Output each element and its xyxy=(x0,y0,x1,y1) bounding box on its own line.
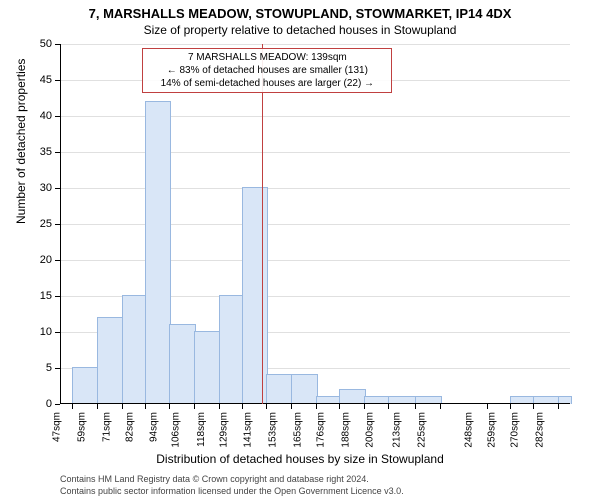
x-tick xyxy=(510,404,511,409)
x-tick-label: 165sqm xyxy=(293,412,304,448)
x-axis-label: Distribution of detached houses by size … xyxy=(0,452,600,466)
histogram-bar xyxy=(266,374,293,404)
y-tick-label: 10 xyxy=(40,326,52,338)
histogram-bar xyxy=(194,331,221,404)
x-axis-line xyxy=(60,403,570,404)
chart-container: 7, MARSHALLS MEADOW, STOWUPLAND, STOWMAR… xyxy=(0,0,600,500)
y-axis-label: Number of detached properties xyxy=(14,59,28,224)
y-axis-line xyxy=(60,44,61,404)
x-tick-label: 213sqm xyxy=(392,412,403,448)
x-tick xyxy=(440,404,441,409)
annotation-line1: 7 MARSHALLS MEADOW: 139sqm xyxy=(149,51,385,64)
histogram-bar xyxy=(291,374,318,404)
y-tick xyxy=(55,404,60,405)
y-tick-label: 15 xyxy=(40,290,52,302)
x-tick-label: 118sqm xyxy=(196,412,207,447)
grid-line xyxy=(60,260,570,261)
x-tick-label: 270sqm xyxy=(510,412,521,448)
marker-line xyxy=(262,44,263,404)
x-tick-label: 82sqm xyxy=(124,412,135,442)
x-tick xyxy=(339,404,340,409)
histogram-bar xyxy=(169,324,196,404)
y-tick-label: 50 xyxy=(40,38,52,50)
y-tick-label: 5 xyxy=(46,362,52,374)
footer-line2: Contains public sector information licen… xyxy=(60,486,404,496)
annotation-box: 7 MARSHALLS MEADOW: 139sqm ← 83% of deta… xyxy=(142,48,392,93)
y-tick-label: 35 xyxy=(40,146,52,158)
y-tick-label: 45 xyxy=(40,74,52,86)
page-title: 7, MARSHALLS MEADOW, STOWUPLAND, STOWMAR… xyxy=(0,0,600,21)
x-tick-label: 47sqm xyxy=(52,412,63,442)
x-tick xyxy=(194,404,195,409)
x-tick xyxy=(169,404,170,409)
x-tick-label: 282sqm xyxy=(534,412,545,448)
x-tick xyxy=(487,404,488,409)
histogram-bar xyxy=(339,389,366,404)
footer-line1: Contains HM Land Registry data © Crown c… xyxy=(60,474,369,484)
x-tick-label: 188sqm xyxy=(340,412,351,448)
grid-line xyxy=(60,224,570,225)
histogram-bar xyxy=(72,367,99,404)
grid-line xyxy=(60,116,570,117)
x-tick-label: 59sqm xyxy=(77,412,88,442)
y-tick-label: 0 xyxy=(46,398,52,410)
plot-area: 0510152025303540455047sqm59sqm71sqm82sqm… xyxy=(60,44,570,404)
x-tick xyxy=(72,404,73,409)
x-tick-label: 94sqm xyxy=(149,412,160,442)
histogram-bar xyxy=(219,295,244,404)
x-tick xyxy=(122,404,123,409)
x-tick-label: 248sqm xyxy=(464,412,475,448)
page-subtitle: Size of property relative to detached ho… xyxy=(0,21,600,37)
x-tick xyxy=(316,404,317,409)
x-tick-label: 259sqm xyxy=(487,412,498,448)
y-tick-label: 20 xyxy=(40,254,52,266)
histogram-bar xyxy=(145,101,172,404)
x-tick-label: 106sqm xyxy=(171,412,182,448)
x-tick xyxy=(388,404,389,409)
x-tick xyxy=(291,404,292,409)
x-tick xyxy=(145,404,146,409)
x-tick-label: 141sqm xyxy=(243,412,254,448)
x-tick xyxy=(558,404,559,409)
x-tick xyxy=(97,404,98,409)
x-tick-label: 71sqm xyxy=(101,412,112,442)
annotation-line3: 14% of semi-detached houses are larger (… xyxy=(149,77,385,90)
x-tick xyxy=(364,404,365,409)
grid-line xyxy=(60,44,570,45)
annotation-line2: ← 83% of detached houses are smaller (13… xyxy=(149,64,385,77)
x-tick xyxy=(219,404,220,409)
y-tick-label: 30 xyxy=(40,182,52,194)
histogram-bar xyxy=(242,187,269,404)
x-tick-label: 153sqm xyxy=(268,412,279,448)
x-tick-label: 200sqm xyxy=(365,412,376,448)
x-tick-label: 225sqm xyxy=(417,412,428,448)
x-tick xyxy=(242,404,243,409)
x-tick xyxy=(533,404,534,409)
grid-line xyxy=(60,152,570,153)
histogram-bar xyxy=(97,317,124,404)
y-tick-label: 25 xyxy=(40,218,52,230)
grid-line xyxy=(60,188,570,189)
histogram-bar xyxy=(122,295,147,404)
x-tick xyxy=(266,404,267,409)
x-tick xyxy=(415,404,416,409)
y-tick-label: 40 xyxy=(40,110,52,122)
x-tick-label: 129sqm xyxy=(218,412,229,448)
x-tick-label: 176sqm xyxy=(315,412,326,448)
